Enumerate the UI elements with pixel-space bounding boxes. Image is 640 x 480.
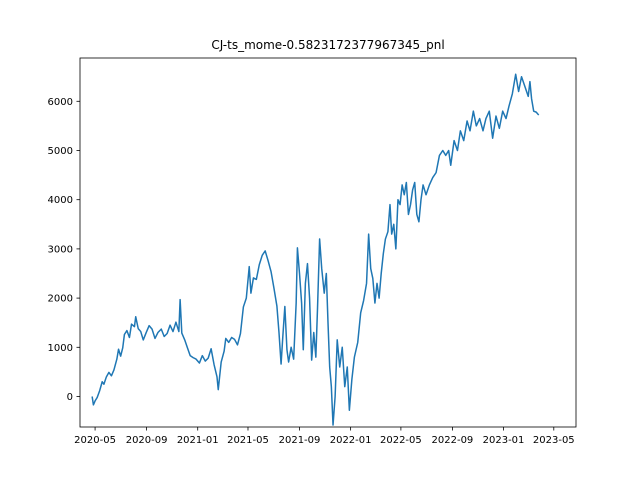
series-line-1 — [91, 73, 540, 426]
x-tick-label: 2021-05 — [227, 435, 269, 446]
axes-frame — [79, 57, 577, 428]
x-tick-label: 2021-09 — [279, 435, 321, 446]
x-tick-label: 2020-05 — [74, 435, 116, 446]
y-tick-label: 4000 — [48, 195, 73, 206]
chart-title: CJ-ts_mome-0.5823172377967345_pnl — [211, 38, 444, 52]
y-axis: 0 1000 2000 3000 4000 5000 6000 — [48, 97, 80, 403]
x-tick-label: 2020-09 — [126, 435, 168, 446]
y-tick-label: 5000 — [48, 146, 73, 157]
x-tick-label: 2022-05 — [380, 435, 422, 446]
x-axis: 2020-05 2020-09 2021-01 2021-05 2021-09 2022-… — [74, 427, 575, 446]
y-tick-label: 2000 — [48, 294, 73, 305]
x-tick-label: 2023-05 — [533, 435, 575, 446]
y-tick-label: 6000 — [48, 97, 73, 108]
x-tick-label: 2022-01 — [330, 435, 372, 446]
y-tick-label: 1000 — [48, 343, 73, 354]
x-tick-label: 2021-01 — [177, 435, 219, 446]
y-tick-label: 3000 — [48, 244, 73, 255]
x-tick-label: 2022-09 — [432, 435, 474, 446]
x-tick-label: 2023-01 — [483, 435, 525, 446]
y-tick-label: 0 — [67, 392, 73, 403]
plot-area — [91, 73, 540, 426]
